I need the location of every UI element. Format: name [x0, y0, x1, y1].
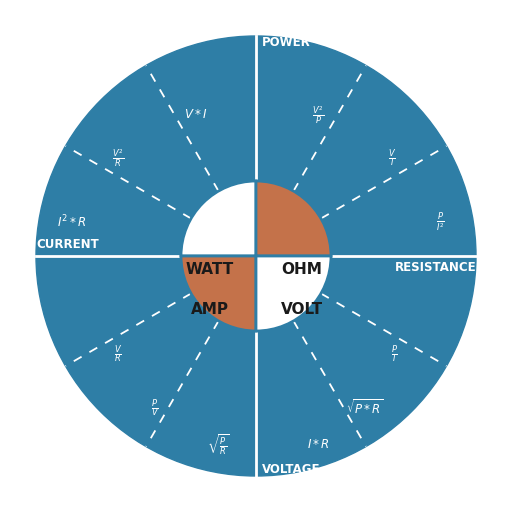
Text: $\frac{V^2}{R}$: $\frac{V^2}{R}$: [112, 147, 124, 169]
Text: $V * I$: $V * I$: [184, 108, 208, 122]
Text: $\frac{V}{R}$: $\frac{V}{R}$: [114, 343, 122, 365]
Circle shape: [36, 36, 476, 476]
Text: $I * R$: $I * R$: [307, 438, 330, 452]
Text: $\frac{P}{I}$: $\frac{P}{I}$: [391, 343, 397, 365]
Wedge shape: [256, 181, 331, 256]
Text: OHM: OHM: [282, 263, 323, 277]
Text: $\frac{V^2}{P}$: $\frac{V^2}{P}$: [312, 104, 324, 126]
Text: $\sqrt{\frac{P}{R}}$: $\sqrt{\frac{P}{R}}$: [206, 433, 229, 457]
Text: $\frac{V}{I}$: $\frac{V}{I}$: [388, 147, 396, 169]
Text: $\frac{P}{V}$: $\frac{P}{V}$: [151, 397, 159, 419]
Text: $I^2 * R$: $I^2 * R$: [57, 214, 87, 230]
Text: POWER: POWER: [262, 36, 311, 49]
Text: RESISTANCE: RESISTANCE: [394, 261, 476, 274]
Text: VOLT: VOLT: [281, 303, 323, 317]
Wedge shape: [181, 181, 256, 256]
Text: $\sqrt{P * R}$: $\sqrt{P * R}$: [346, 399, 384, 417]
Wedge shape: [256, 256, 331, 331]
Text: VOLTAGE: VOLTAGE: [262, 463, 321, 476]
Text: AMP: AMP: [191, 303, 229, 317]
Text: CURRENT: CURRENT: [36, 238, 99, 251]
Text: $\frac{P}{I^2}$: $\frac{P}{I^2}$: [436, 211, 444, 234]
Wedge shape: [181, 256, 256, 331]
Text: WATT: WATT: [186, 263, 234, 277]
